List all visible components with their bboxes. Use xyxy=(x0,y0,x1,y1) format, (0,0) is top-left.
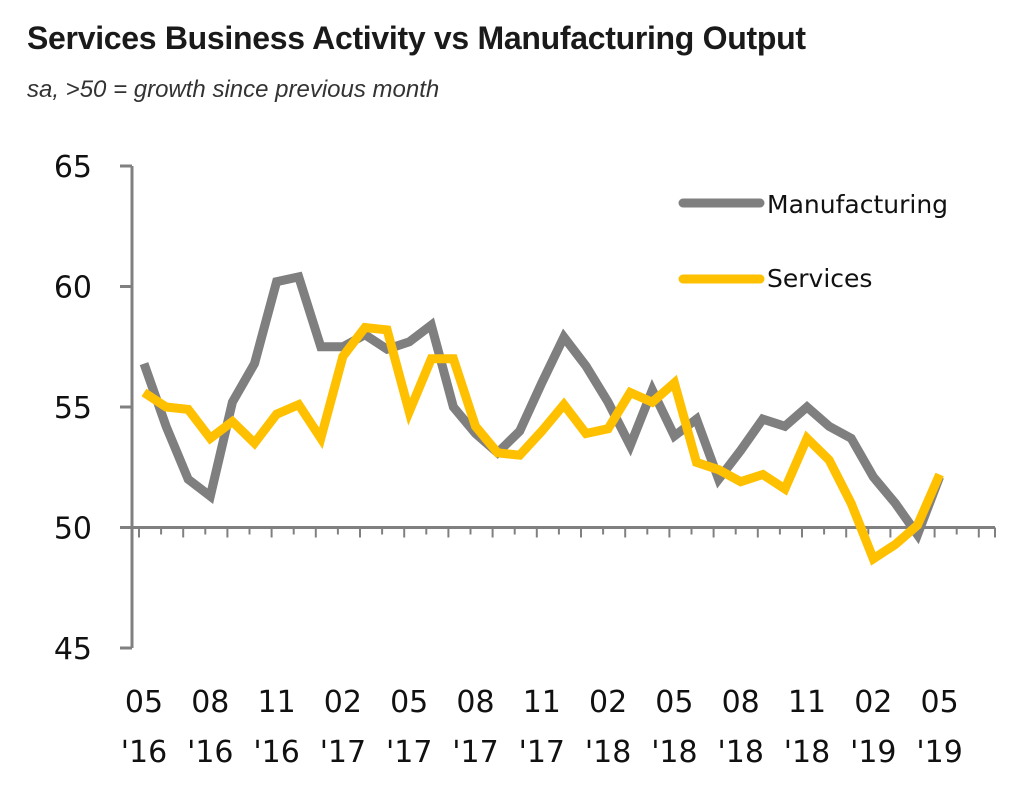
x-tick-label-year: '19 xyxy=(916,735,962,770)
series-line-manufacturing xyxy=(139,271,944,545)
x-tick-label-year: '18 xyxy=(717,735,763,770)
y-tick-label: 55 xyxy=(54,391,92,426)
x-tick-label-month: 08 xyxy=(456,685,494,720)
series-line-services xyxy=(141,322,944,566)
x-tick-label-month: 08 xyxy=(191,685,229,720)
x-tick-label-month: 11 xyxy=(258,685,296,720)
x-tick-label-year: '17 xyxy=(519,735,565,770)
x-tick-label-month: 05 xyxy=(390,685,428,720)
x-tick-label-month: 05 xyxy=(655,685,693,720)
axes xyxy=(120,164,996,650)
x-tick-label-month: 11 xyxy=(788,685,826,720)
chart-subtitle: sa, >50 = growth since previous month xyxy=(27,76,440,103)
y-tick-label: 60 xyxy=(54,271,92,306)
x-tick-label-month: 02 xyxy=(324,685,362,720)
x-tick-label-year: '17 xyxy=(320,735,366,770)
legend-label-services: Services xyxy=(767,264,872,293)
x-tick-label-year: '17 xyxy=(452,735,498,770)
x-tick-label-year: '17 xyxy=(386,735,432,770)
x-tick-label-year: '16 xyxy=(121,735,167,770)
x-tick-label-month: 02 xyxy=(854,685,892,720)
legend-label-manufacturing: Manufacturing xyxy=(767,190,948,219)
y-tick-label: 50 xyxy=(54,512,92,547)
series-lines xyxy=(139,271,944,566)
x-tick-label-month: 02 xyxy=(589,685,627,720)
x-tick-label-month: 08 xyxy=(722,685,760,720)
x-tick-label-year: '18 xyxy=(585,735,631,770)
x-tick-label-year: '16 xyxy=(187,735,233,770)
chart-title: Services Business Activity vs Manufactur… xyxy=(27,20,806,56)
x-tick-label-year: '16 xyxy=(253,735,299,770)
x-tick-label-month: 05 xyxy=(921,685,959,720)
x-tick-label-year: '18 xyxy=(651,735,697,770)
x-tick-label-month: 11 xyxy=(523,685,561,720)
x-tick-label-year: '19 xyxy=(850,735,896,770)
y-tick-label: 45 xyxy=(54,632,92,667)
x-tick-label-month: 05 xyxy=(125,685,163,720)
legend: Manufacturing Services xyxy=(678,190,948,293)
x-tick-label-year: '18 xyxy=(784,735,830,770)
x-tick-labels: 05 '16 08 '16 11 '16 02 '17 05 '17 08 '17 11 '17 02 '18… xyxy=(121,685,963,770)
y-tick-labels: 45 50 55 60 65 xyxy=(54,150,92,667)
y-tick-label: 65 xyxy=(54,150,92,185)
